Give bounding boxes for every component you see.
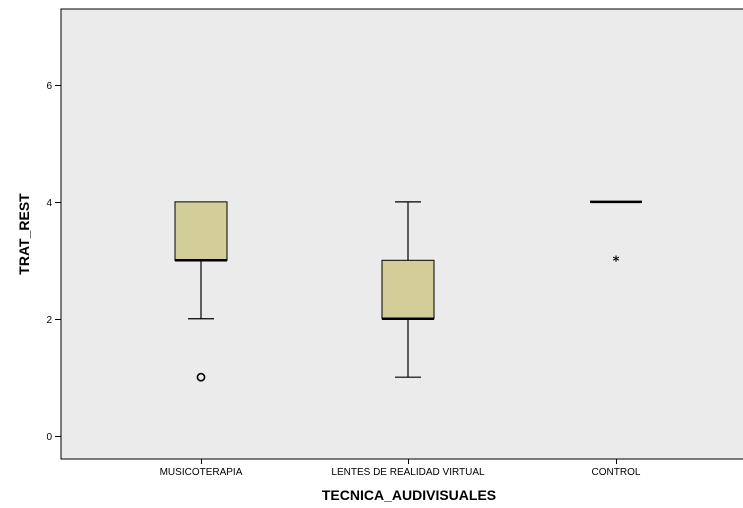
box-group: * xyxy=(590,200,642,269)
y-tick-label: 4 xyxy=(46,198,52,209)
box-group xyxy=(381,201,435,378)
y-axis-title: TRAT_REST xyxy=(16,193,32,275)
y-tick-label: 6 xyxy=(46,81,52,92)
box xyxy=(174,201,228,261)
outlier-star: * xyxy=(613,254,620,269)
box xyxy=(381,259,435,320)
x-axis-title: TECNICA_AUDIVISUALES xyxy=(322,487,496,503)
y-tick-label: 0 xyxy=(46,432,52,443)
y-tick-label: 2 xyxy=(46,315,52,326)
x-category-label: MUSICOTERAPIA xyxy=(160,467,243,478)
boxes: * xyxy=(174,200,642,382)
x-category-label: CONTROL xyxy=(592,467,641,478)
box-group xyxy=(174,201,228,382)
outlier-circle xyxy=(196,372,206,382)
plot-area xyxy=(60,8,743,460)
y-axis: 0 2 4 6 xyxy=(46,81,61,443)
x-axis: MUSICOTERAPIA LENTES DE REALIDAD VIRTUAL C… xyxy=(160,459,641,478)
x-category-label: LENTES DE REALIDAD VIRTUAL xyxy=(331,467,485,478)
